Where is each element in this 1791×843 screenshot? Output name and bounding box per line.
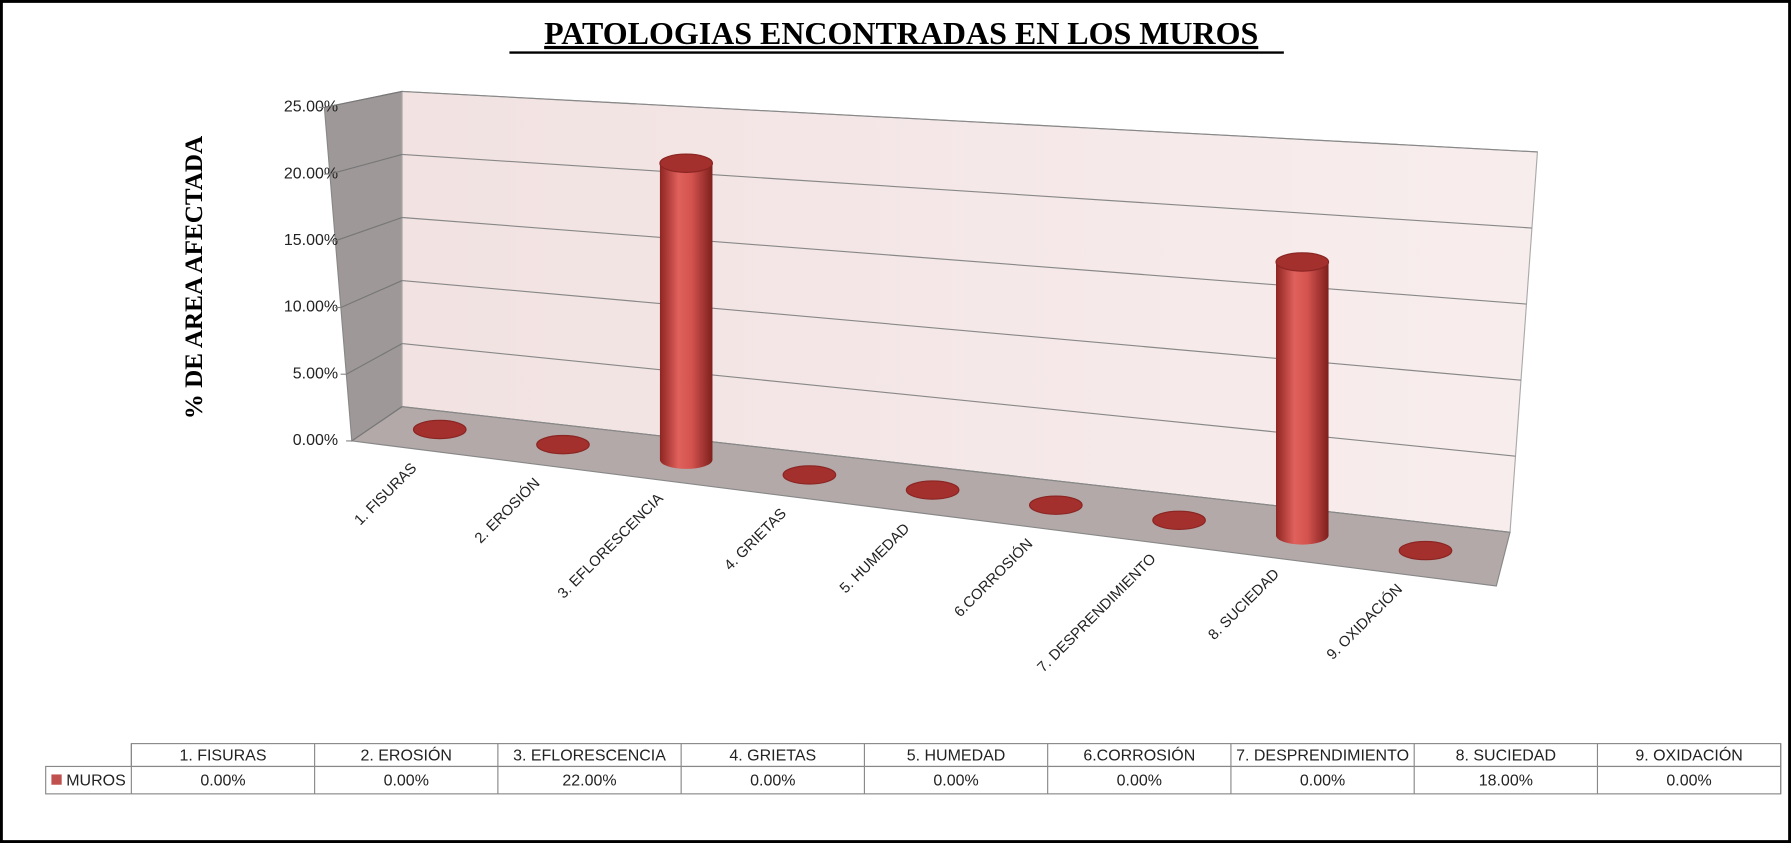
cylinder — [1276, 261, 1329, 545]
table-header: 3. EFLORESCENCIA — [513, 747, 666, 764]
cylinder-top — [536, 434, 590, 455]
cylinder-top — [782, 465, 837, 485]
y-tick-label: 10.00% — [284, 299, 338, 316]
table-header: 2. EROSIÓN — [360, 745, 452, 764]
table-header: 1. FISURAS — [179, 747, 266, 764]
cylinder-top — [905, 480, 960, 500]
y-tick-label: 25.00% — [284, 99, 338, 116]
table-header: 4. GRIETAS — [729, 747, 816, 764]
legend-swatch — [51, 774, 62, 785]
y-tick-label: 20.00% — [284, 165, 338, 182]
cylinder-top — [1275, 252, 1330, 272]
table-header: 5. HUMEDAD — [907, 747, 1006, 764]
side-grid-line — [351, 406, 403, 442]
cylinder-top — [1028, 495, 1083, 515]
legend-label: MUROS — [66, 773, 126, 790]
table-value: 0.00% — [1117, 773, 1162, 790]
table-value: 0.00% — [1666, 773, 1711, 790]
table-value: 0.00% — [384, 773, 429, 790]
table-value: 0.00% — [933, 773, 978, 790]
table-value: 0.00% — [200, 773, 245, 790]
cylinder-top — [1152, 510, 1206, 531]
cylinder-top — [1398, 540, 1453, 561]
y-axis-label: % DE AREA AFECTADA — [181, 136, 208, 419]
table-header: 8. SUCIEDAD — [1456, 747, 1556, 764]
grid-line — [402, 279, 1522, 381]
side-grid-line — [335, 216, 403, 242]
cylinder — [659, 163, 713, 469]
table-value: 22.00% — [562, 773, 616, 790]
side-grid-line — [329, 153, 403, 175]
grid-line — [402, 153, 1532, 229]
y-tick-label: 15.00% — [284, 232, 338, 249]
chart-title: PATOLOGIAS ENCONTRADAS EN LOS MUROS — [544, 16, 1258, 51]
grid-line — [402, 216, 1527, 305]
side-grid-line — [324, 90, 403, 108]
grid-line — [402, 343, 1516, 457]
table-header: 9. OXIDACIÓN — [1635, 745, 1742, 764]
table-value: 0.00% — [1300, 773, 1345, 790]
y-tick-label: 0.00% — [293, 432, 338, 449]
table-value: 0.00% — [750, 773, 795, 790]
table-value: 18.00% — [1479, 773, 1533, 790]
table-header: 6.CORROSIÓN — [1083, 745, 1195, 764]
cylinder-top — [412, 419, 467, 440]
grid-line — [402, 90, 1538, 153]
side-grid-line — [340, 280, 403, 309]
side-grid-line — [346, 343, 403, 375]
y-tick-label: 5.00% — [293, 365, 338, 382]
table-header: 7. DESPRENDIMIENTO — [1236, 747, 1409, 764]
cylinder-top — [659, 153, 714, 173]
